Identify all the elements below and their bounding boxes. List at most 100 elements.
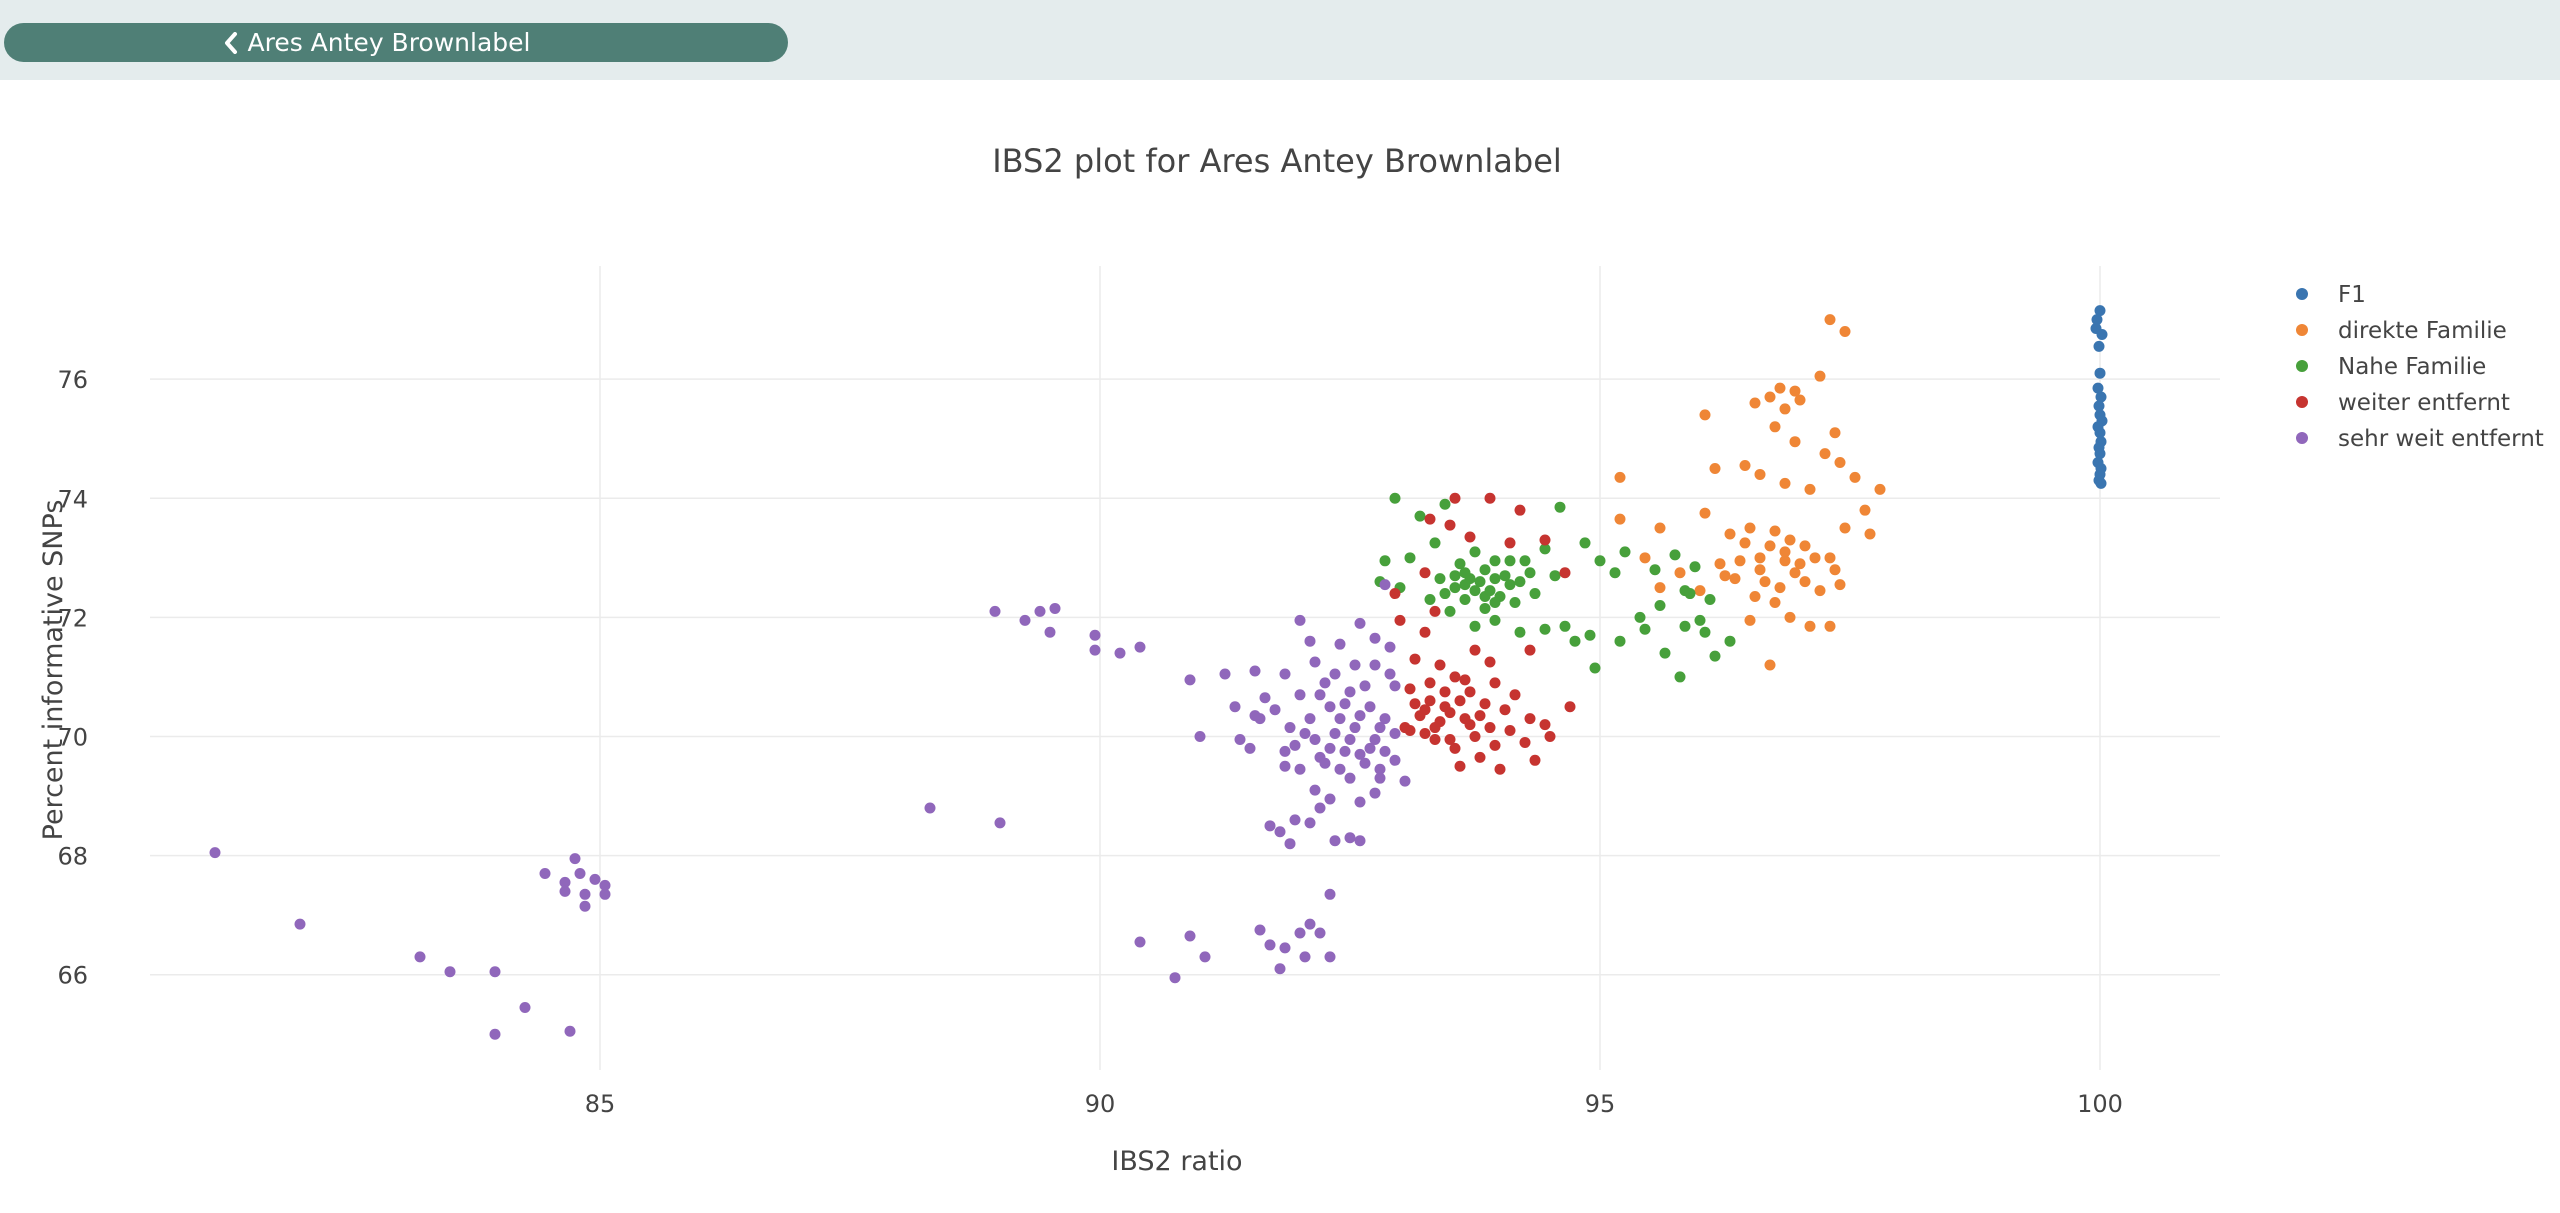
series-f1 bbox=[2090, 305, 2108, 489]
data-point bbox=[489, 1028, 501, 1040]
data-point bbox=[1324, 793, 1336, 805]
data-point bbox=[1814, 585, 1826, 597]
data-point bbox=[1359, 680, 1371, 692]
data-point bbox=[1669, 549, 1681, 561]
back-button[interactable]: Ares Antey Brownlabel bbox=[4, 23, 788, 62]
x-axis-label: IBS2 ratio bbox=[1111, 1146, 1242, 1177]
data-point bbox=[1324, 701, 1336, 713]
legend-item[interactable]: sehr weit entfernt bbox=[2296, 426, 2544, 452]
series-sehr-weit-entfernt bbox=[209, 579, 1411, 1040]
legend-marker bbox=[2296, 396, 2308, 408]
data-point bbox=[1134, 936, 1146, 948]
top-bar: Ares Antey Brownlabel bbox=[0, 0, 2560, 80]
data-point bbox=[1519, 555, 1531, 567]
legend-label: F1 bbox=[2338, 282, 2366, 308]
data-point bbox=[1274, 963, 1286, 975]
data-point bbox=[1754, 552, 1766, 564]
chevron-left-icon bbox=[224, 31, 238, 54]
data-point bbox=[1449, 582, 1461, 594]
data-point bbox=[1724, 528, 1736, 540]
data-point bbox=[1409, 698, 1421, 710]
data-point bbox=[1199, 951, 1211, 963]
data-point bbox=[1374, 722, 1386, 734]
data-point bbox=[1394, 614, 1406, 626]
data-point bbox=[1489, 555, 1501, 567]
data-point bbox=[1424, 594, 1436, 606]
y-tick-label: 74 bbox=[57, 485, 88, 513]
data-point bbox=[1304, 635, 1316, 647]
scatter-chart: IBS2 plot for Ares Antey Brownlabel 85 90… bbox=[38, 142, 2544, 1177]
data-point bbox=[1194, 730, 1206, 742]
data-point bbox=[1049, 602, 1061, 614]
data-point bbox=[2094, 427, 2106, 439]
legend-marker bbox=[2296, 360, 2308, 372]
data-point bbox=[1364, 701, 1376, 713]
data-point bbox=[1374, 772, 1386, 784]
data-point bbox=[1469, 730, 1481, 742]
data-point bbox=[1459, 567, 1471, 579]
y-tick-label: 70 bbox=[57, 723, 88, 751]
data-point bbox=[1424, 695, 1436, 707]
data-point bbox=[1384, 641, 1396, 653]
legend-item[interactable]: F1 bbox=[2296, 282, 2366, 308]
data-point bbox=[1284, 722, 1296, 734]
legend-item[interactable]: Nahe Familie bbox=[2296, 354, 2486, 380]
data-point bbox=[1019, 614, 1031, 626]
data-point bbox=[1439, 498, 1451, 510]
legend-item[interactable]: weiter entfernt bbox=[2296, 390, 2510, 416]
data-point bbox=[1479, 698, 1491, 710]
data-point bbox=[1654, 522, 1666, 534]
data-point bbox=[1419, 626, 1431, 638]
data-point bbox=[1314, 802, 1326, 814]
data-point bbox=[1799, 540, 1811, 552]
data-point bbox=[1369, 733, 1381, 745]
data-point bbox=[1354, 796, 1366, 808]
data-point bbox=[1319, 757, 1331, 769]
data-point bbox=[1379, 713, 1391, 725]
data-point bbox=[1559, 567, 1571, 579]
data-point bbox=[1279, 760, 1291, 772]
data-point bbox=[1294, 614, 1306, 626]
data-point bbox=[1279, 668, 1291, 680]
data-point bbox=[1799, 576, 1811, 588]
data-point bbox=[1739, 460, 1751, 472]
data-point bbox=[1529, 754, 1541, 766]
data-point bbox=[1324, 951, 1336, 963]
data-point bbox=[1859, 504, 1871, 516]
data-point bbox=[1614, 471, 1626, 483]
x-tick-label: 85 bbox=[585, 1090, 616, 1118]
data-point bbox=[1284, 838, 1296, 850]
data-point bbox=[1509, 689, 1521, 701]
data-point bbox=[1044, 626, 1056, 638]
data-point bbox=[414, 951, 426, 963]
data-point bbox=[599, 879, 611, 891]
data-point bbox=[1489, 677, 1501, 689]
legend-item[interactable]: direkte Familie bbox=[2296, 318, 2507, 344]
data-point bbox=[2095, 477, 2107, 489]
series-direkte-familie bbox=[1614, 314, 1886, 671]
data-point bbox=[1524, 644, 1536, 656]
data-point bbox=[1769, 421, 1781, 433]
data-point bbox=[1234, 733, 1246, 745]
data-point bbox=[1304, 817, 1316, 829]
data-point bbox=[1339, 745, 1351, 757]
data-point bbox=[294, 918, 306, 930]
data-point bbox=[2094, 367, 2106, 379]
data-point bbox=[1244, 742, 1256, 754]
data-point bbox=[579, 900, 591, 912]
data-point bbox=[1344, 832, 1356, 844]
data-point bbox=[2093, 340, 2105, 352]
data-point bbox=[1324, 888, 1336, 900]
data-point bbox=[1274, 826, 1286, 838]
data-point bbox=[1774, 382, 1786, 394]
data-point bbox=[1269, 704, 1281, 716]
data-points bbox=[209, 305, 2108, 1040]
data-point bbox=[2094, 305, 2106, 317]
data-point bbox=[1554, 501, 1566, 513]
data-point bbox=[1849, 471, 1861, 483]
data-point bbox=[1514, 576, 1526, 588]
data-point bbox=[1294, 689, 1306, 701]
data-point bbox=[589, 873, 601, 885]
data-point bbox=[1499, 570, 1511, 582]
data-point bbox=[1364, 742, 1376, 754]
